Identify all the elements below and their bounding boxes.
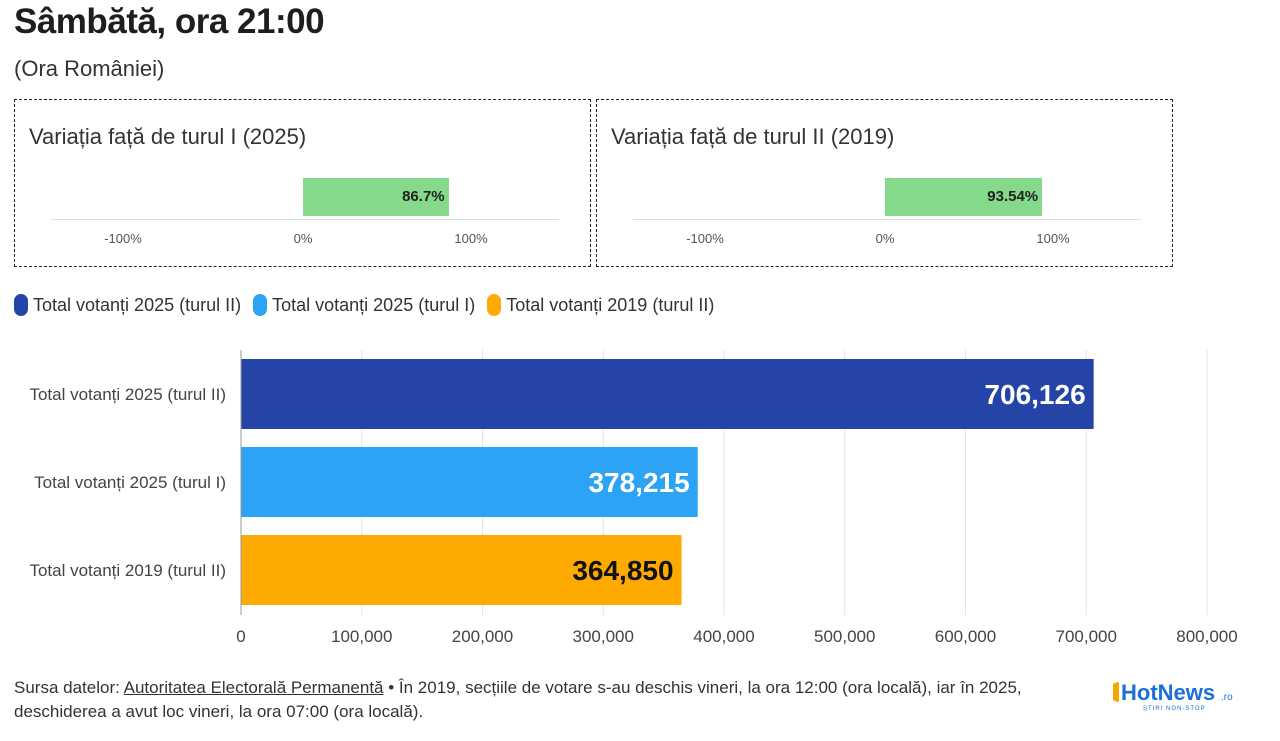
- tick-label: 100%: [454, 231, 488, 246]
- x-tick-label: 600,000: [935, 627, 996, 646]
- y-category-label: Total votanți 2025 (turul I): [34, 473, 226, 492]
- page-subtitle: (Ora României): [14, 56, 165, 81]
- tick-label: 0%: [293, 231, 313, 246]
- bar-value-label: 378,215: [588, 467, 689, 498]
- legend-item[interactable]: Total votanți 2025 (turul II): [14, 294, 241, 316]
- bar-value-label: 364,850: [572, 555, 673, 586]
- x-tick-label: 0: [236, 627, 245, 646]
- page-title: Sâmbătă, ora 21:00: [14, 2, 325, 41]
- source-link[interactable]: Autoritatea Electorală Permanentă: [123, 678, 384, 697]
- variation-bar-label: 93.54%: [987, 188, 1039, 205]
- variation-box-round2-2019: Variația față de turul II (2019) 93.54% …: [596, 99, 1173, 267]
- legend-label: Total votanți 2025 (turul I): [272, 294, 476, 315]
- source-text: • În 2019, secțiile de votare s-au desch…: [14, 678, 1022, 721]
- x-tick-label: 300,000: [573, 627, 634, 646]
- legend-swatch: [253, 294, 268, 316]
- legend-item[interactable]: Total votanți 2025 (turul I): [253, 294, 475, 316]
- legend-label: Total votanți 2019 (turul II): [506, 294, 715, 315]
- legend-item[interactable]: Total votanți 2019 (turul II): [487, 294, 714, 316]
- bar: [241, 535, 682, 605]
- variation-box-title: Variația față de turul I (2025): [29, 124, 307, 149]
- logo-tagline: ȘTIRI NON-STOP: [1143, 706, 1206, 712]
- bar-chart: 0 100,000 200,000 300,000 400,000 500,000 600,…: [29, 350, 1238, 646]
- y-category-label: Total votanți 2025 (turul II): [29, 385, 226, 404]
- bar-value-label: 706,126: [984, 379, 1085, 410]
- chart-legend: Total votanți 2025 (turul II) Total vota…: [14, 294, 726, 316]
- legend-swatch: [487, 294, 502, 316]
- y-category-label: Total votanți 2019 (turul II): [29, 561, 226, 580]
- source-note: Sursa datelor: Autoritatea Electorală Pe…: [14, 676, 1094, 724]
- bar: [241, 447, 698, 517]
- variation-bar: 93.54%: [885, 178, 1043, 216]
- x-tick-label: 800,000: [1176, 627, 1237, 646]
- x-tick-label: 200,000: [452, 627, 513, 646]
- logo-suffix: .ro: [1221, 692, 1233, 703]
- variation-box-title: Variația față de turul II (2019): [611, 124, 895, 149]
- x-tick-label: 700,000: [1056, 627, 1117, 646]
- x-tick-label: 400,000: [693, 627, 754, 646]
- legend-label: Total votanți 2025 (turul II): [33, 294, 242, 315]
- variation-bar-label: 86.7%: [402, 188, 445, 205]
- bar: [241, 359, 1094, 429]
- variation-axis: [51, 219, 559, 220]
- x-tick-label: 500,000: [814, 627, 875, 646]
- hotnews-logo[interactable]: HotNews .ro ȘTIRI NON-STOP: [1113, 676, 1248, 716]
- variation-bar: 86.7%: [303, 178, 449, 216]
- tick-label: -100%: [104, 231, 142, 246]
- x-tick-label: 100,000: [331, 627, 392, 646]
- tick-label: -100%: [686, 231, 724, 246]
- logo-mark-icon: [1113, 682, 1119, 702]
- tick-label: 0%: [875, 231, 895, 246]
- logo-text: HotNews: [1121, 680, 1215, 705]
- variation-box-round1: Variația față de turul I (2025) 86.7% -1…: [14, 99, 591, 267]
- variation-axis: [633, 219, 1141, 220]
- legend-swatch: [14, 294, 28, 316]
- source-prefix: Sursa datelor:: [14, 678, 124, 697]
- tick-label: 100%: [1036, 231, 1070, 246]
